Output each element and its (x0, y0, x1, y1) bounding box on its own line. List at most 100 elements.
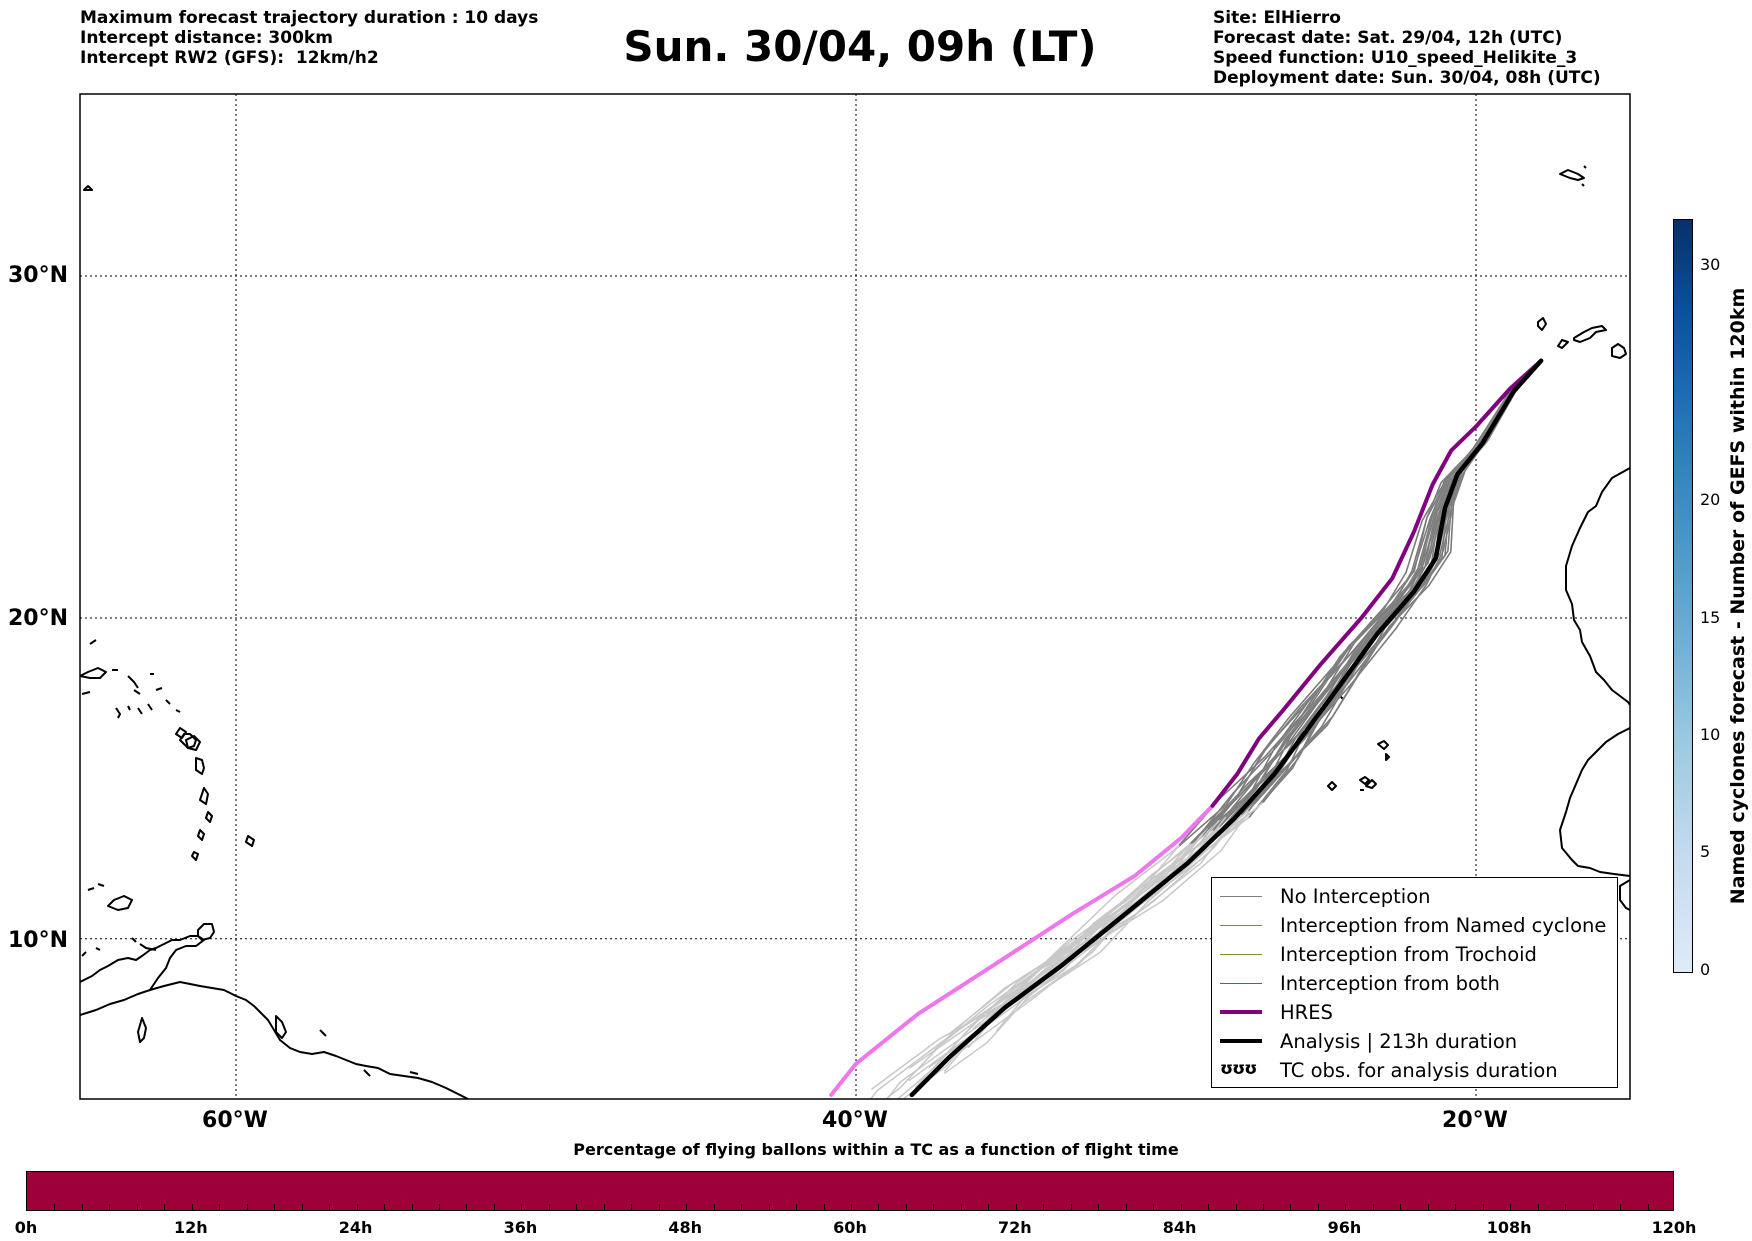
percentage-colorbar-minor-tick (136, 1204, 138, 1210)
percentage-colorbar-minor-tick (631, 1204, 633, 1210)
percentage-colorbar-minor-tick (1427, 1204, 1429, 1210)
percentage-colorbar-minor-tick (1647, 1204, 1649, 1210)
percentage-colorbar-minor-tick (301, 1204, 303, 1210)
colorbar-tick: 5 (1700, 842, 1711, 861)
percentage-colorbar-minor-tick (246, 1204, 248, 1210)
legend-item-both: Interception from both (1218, 970, 1500, 996)
aruba-curacao (87, 883, 157, 951)
percentage-colorbar-minor-tick (191, 1204, 193, 1210)
south-america-coast (80, 981, 469, 1099)
lat-label-10n: 10°N (8, 928, 69, 953)
intercept-distance-text: Intercept distance: 300km (80, 28, 333, 48)
tc-symbol-icon: ʊʊʊ (1220, 1059, 1257, 1079)
colorbar-tick: 0 (1700, 960, 1711, 979)
lat-label-30n: 30°N (8, 263, 69, 288)
percentage-colorbar-minor-tick (1263, 1204, 1264, 1210)
percentage-colorbar-minor-tick (1235, 1204, 1237, 1210)
percentage-colorbar (26, 1171, 1674, 1211)
percentage-colorbar-minor-tick (356, 1204, 358, 1210)
percentage-colorbar-minor-tick (329, 1204, 331, 1210)
colorbar-tick: 10 (1700, 725, 1721, 744)
percentage-colorbar-minor-tick (933, 1204, 935, 1210)
percentage-colorbar-tick: 96h (1327, 1218, 1362, 1237)
percentage-colorbar-minor-tick (1180, 1204, 1182, 1210)
coastlines (80, 165, 1630, 1099)
percentage-colorbar-minor-tick (1510, 1204, 1512, 1210)
percentage-colorbar-tick: 60h (833, 1218, 867, 1237)
legend-swatch (1218, 912, 1264, 938)
percentage-colorbar-minor-tick (1372, 1204, 1374, 1210)
hres-trajectory-late (829, 803, 1215, 1097)
legend-item-analysis: Analysis | 213h duration (1218, 1028, 1517, 1054)
percentage-colorbar-tick: 24h (338, 1218, 373, 1237)
percentage-colorbar-minor-tick (1153, 1204, 1155, 1210)
percentage-colorbar-minor-tick (1565, 1204, 1567, 1210)
percentage-colorbar-minor-tick (548, 1204, 550, 1210)
percentage-colorbar-minor-tick (164, 1204, 166, 1210)
percentage-colorbar-minor-tick (1317, 1204, 1319, 1210)
ensemble-trajectory (1196, 359, 1542, 848)
header-right-info: Site: ElHierro Forecast date: Sat. 29/04… (1213, 8, 1601, 88)
percentage-colorbar-minor-tick (1482, 1204, 1484, 1210)
percentage-colorbar-minor-tick (439, 1204, 440, 1210)
colorbar-tick: 30 (1700, 255, 1721, 274)
cyclone-colorbar (1673, 219, 1693, 973)
site-text: Site: ElHierro (1213, 8, 1341, 28)
percentage-colorbar-minor-tick (960, 1204, 962, 1210)
trinidad (197, 923, 215, 941)
percentage-colorbar-minor-tick (1290, 1204, 1292, 1210)
percentage-colorbar-minor-tick (1455, 1204, 1457, 1210)
legend-swatch: ʊʊʊ (1218, 1057, 1264, 1083)
percentage-colorbar-tick: 108h (1486, 1218, 1532, 1237)
percentage-colorbar-tick: 36h (503, 1218, 538, 1237)
legend-item-named-cyclone: Interception from Named cyclone (1218, 912, 1606, 938)
percentage-colorbar-minor-tick (686, 1204, 688, 1210)
ensemble-trajectory (1253, 359, 1542, 805)
percentage-colorbar-minor-tick (466, 1204, 468, 1210)
percentage-colorbar-minor-tick (81, 1204, 83, 1210)
percentage-colorbar-minor-tick (851, 1204, 852, 1210)
percentage-colorbar-minor-tick (905, 1204, 907, 1210)
trajectory-layer (829, 358, 1544, 1099)
legend-swatch (1218, 970, 1264, 996)
percentage-colorbar-minor-tick (1043, 1204, 1045, 1210)
intercept-rw2-text: Intercept RW2 (GFS): 12km/h2 (80, 48, 379, 68)
page-title: Sun. 30/04, 09h (LT) (623, 22, 1097, 71)
percentage-colorbar-tick: 12h (173, 1218, 208, 1237)
percentage-colorbar-minor-tick (741, 1204, 743, 1210)
legend-item-tc-obs: ʊʊʊ TC obs. for analysis duration (1218, 1057, 1558, 1083)
percentage-colorbar-minor-tick (796, 1204, 798, 1210)
percentage-colorbar-tick: 0h (14, 1218, 38, 1237)
percentage-colorbar-minor-tick (1098, 1204, 1100, 1210)
percentage-colorbar-minor-tick (54, 1204, 56, 1210)
ensemble-trajectory (1218, 359, 1542, 832)
percentage-colorbar-minor-tick (1125, 1204, 1127, 1210)
percentage-colorbar-minor-tick (1015, 1204, 1017, 1210)
header-left-info: Maximum forecast trajectory duration : 1… (80, 8, 538, 68)
cyclone-colorbar-title: Named cyclones forecast - Number of GEFS… (1727, 287, 1749, 905)
percentage-colorbar-minor-tick (219, 1204, 221, 1210)
percentage-colorbar-minor-tick (493, 1204, 495, 1210)
percentage-colorbar-minor-tick (878, 1204, 880, 1210)
lon-label-40w: 40°W (822, 1108, 888, 1133)
percentage-colorbar-minor-tick (1070, 1204, 1072, 1210)
map-legend: No Interception Interception from Named … (1211, 877, 1618, 1088)
lat-label-20n: 20°N (8, 606, 69, 631)
percentage-colorbar-minor-tick (1537, 1204, 1539, 1210)
percentage-colorbar-tick: 120h (1651, 1218, 1697, 1237)
lon-label-20w: 20°W (1442, 1108, 1508, 1133)
colorbar-tick: 15 (1700, 608, 1721, 627)
legend-swatch (1218, 941, 1264, 967)
africa-coast-south (1559, 727, 1630, 877)
lon-label-60w: 60°W (202, 1108, 268, 1133)
percentage-colorbar-minor-tick (1208, 1204, 1210, 1210)
percentage-colorbar-title: Percentage of flying ballons within a TC… (573, 1140, 1179, 1159)
percentage-colorbar-minor-tick (823, 1204, 825, 1210)
percentage-colorbar-minor-tick (1400, 1204, 1402, 1210)
percentage-colorbar-minor-tick (713, 1204, 715, 1210)
legend-item-no-interception: No Interception (1218, 883, 1431, 909)
legend-swatch (1218, 1028, 1264, 1054)
hres-trajectory (1210, 358, 1544, 808)
analysis-trajectory (909, 358, 1544, 1098)
